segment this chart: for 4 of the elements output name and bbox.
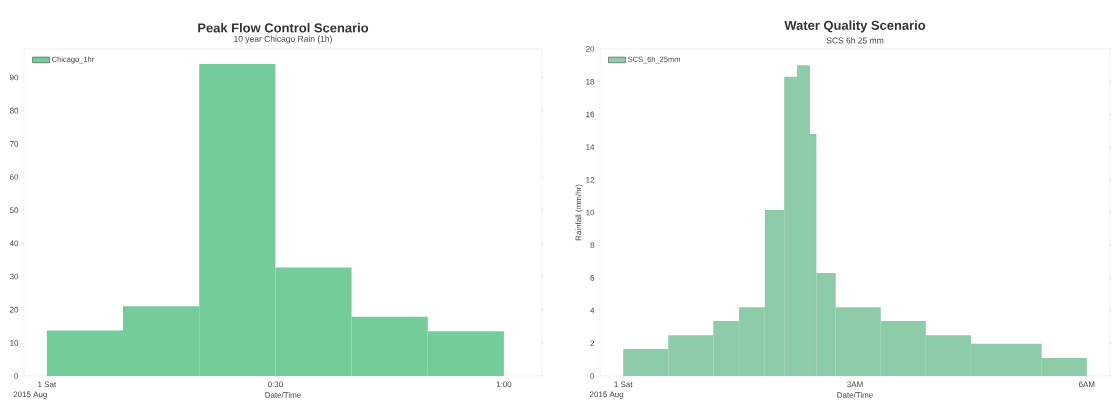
chart-subtitle: SCS 6h 25 mm: [826, 37, 884, 44]
chart-title: Water Quality Scenario: [784, 20, 926, 33]
chart-subtitle: 10 year Chicago Rain (1h): [234, 35, 332, 44]
chart-title: Peak Flow Control Scenario: [198, 22, 369, 33]
